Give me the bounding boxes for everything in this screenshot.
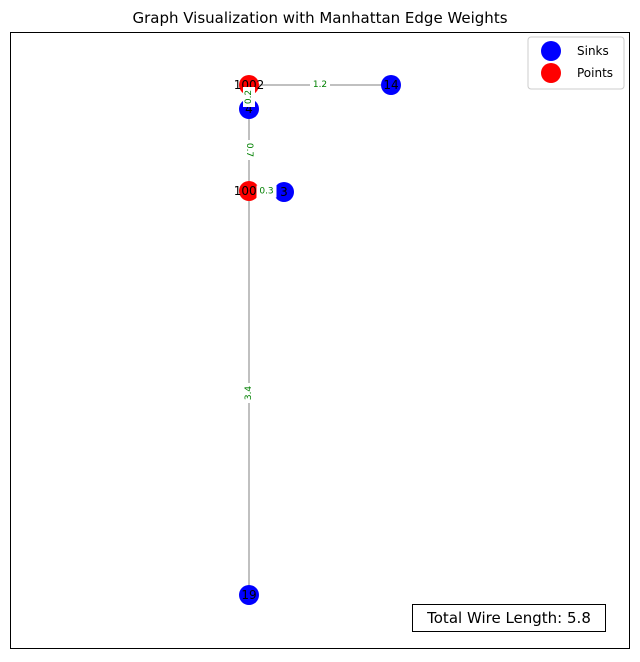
legend-marker [541,63,561,83]
node-label: 1002 [234,78,265,92]
edge-label-bg [256,185,277,198]
edge-label-bg [243,87,255,107]
edge-label-group: 1.2 [310,79,330,91]
edge-label-bg [243,383,255,403]
legend-marker [541,41,561,61]
legend-box [527,36,625,90]
title: Graph Visualization with Manhattan Edge … [132,9,507,27]
total-wire-length: Total Wire Length: 5.8 [426,609,591,627]
edge-label: 0.7 [244,143,254,157]
edge-label-bg [243,140,255,160]
total-box [412,604,606,632]
frame [10,32,630,649]
edge-label-group: 3.4 [243,383,255,403]
node-label: 4 [245,102,253,116]
node-label: 14 [383,78,398,92]
node [274,182,294,202]
node [239,181,259,201]
edge-label: 0.3 [259,187,273,197]
node-label: 3 [280,185,288,199]
node [239,585,259,605]
legend-label: Sinks [577,44,609,58]
edge-label-bg [310,79,330,91]
legend: Sinks Points [541,41,613,83]
edge-label: 1.2 [313,80,327,90]
edge-label-group: 0.7 [243,140,255,160]
edge-label: 3.4 [244,386,254,401]
node [381,75,401,95]
node-label: 19 [241,588,256,602]
edge-label: 0.2 [244,90,254,104]
legend-label: Points [577,66,613,80]
edge-label-group: 0.2 [243,87,255,107]
edge-labels: 1.2 0.2 0.7 0.3 3.4 [243,79,330,403]
edge-label-group: 0.3 [256,185,277,198]
